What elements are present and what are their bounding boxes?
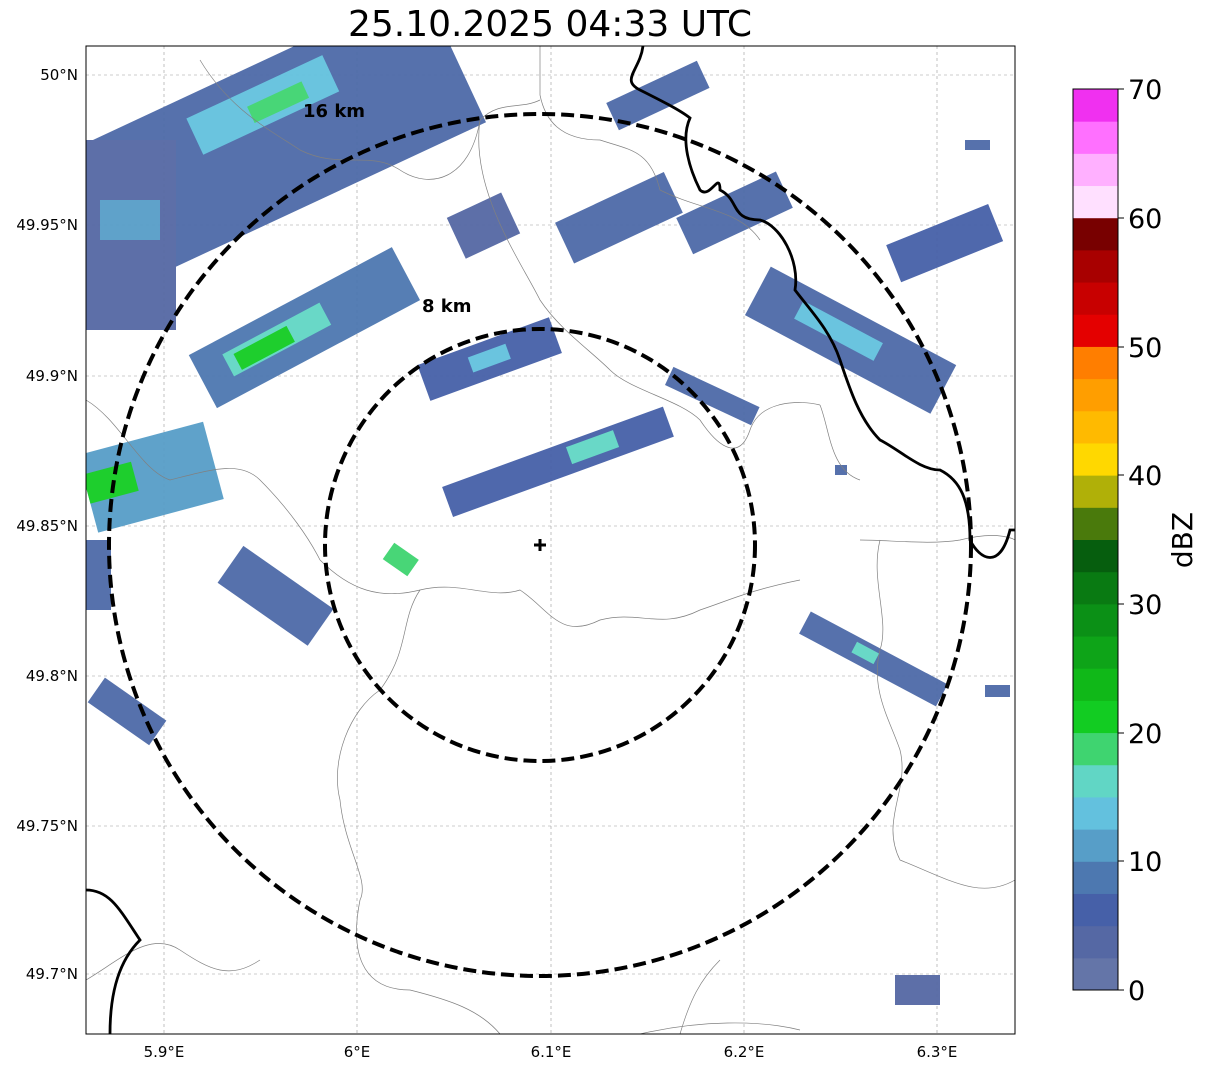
- colorbar-segment: [1073, 314, 1118, 347]
- x-tick-label: 6.2°E: [724, 1043, 765, 1061]
- colorbar-tick-label: 30: [1128, 590, 1162, 621]
- y-tick-label: 49.7°N: [26, 965, 78, 983]
- colorbar-segment: [1073, 442, 1118, 476]
- colorbar-label: dBZ: [1166, 512, 1199, 568]
- y-tick-label: 49.95°N: [16, 216, 78, 234]
- y-tick-label: 49.9°N: [26, 367, 78, 385]
- colorbar-segment: [1073, 893, 1118, 927]
- colorbar-segment: [1073, 796, 1118, 830]
- colorbar-tick-label: 40: [1128, 461, 1162, 492]
- colorbar-segment: [1073, 282, 1118, 315]
- colorbar-tick-label: 10: [1128, 847, 1162, 878]
- colorbar-segment: [1073, 636, 1118, 669]
- colorbar-tick-label: 70: [1128, 75, 1162, 106]
- municipal-boundaries: [86, 46, 1015, 1034]
- plot-area: 8 km 16 km: [85, 45, 1016, 1035]
- colorbar-segment: [1073, 925, 1118, 959]
- colorbar-segment: [1073, 732, 1118, 766]
- colorbar-segment: [1073, 829, 1118, 862]
- colorbar-segment: [1073, 700, 1118, 734]
- colorbar-segment: [1073, 346, 1118, 380]
- colorbar-segment: [1073, 89, 1118, 122]
- colorbar-segment: [1073, 507, 1118, 540]
- x-tick-label: 6.1°E: [531, 1043, 572, 1061]
- colorbar-segment: [1073, 668, 1118, 701]
- y-tick-label: 49.75°N: [16, 817, 78, 835]
- x-tick-label: 6°E: [344, 1043, 371, 1061]
- y-tick-label: 49.8°N: [26, 667, 78, 685]
- colorbar-segment: [1073, 410, 1118, 444]
- colorbar-segment: [1073, 249, 1118, 283]
- x-tick-label: 5.9°E: [144, 1043, 185, 1061]
- plot-frame: [85, 45, 1016, 1035]
- range-ring-8km-label: 8 km: [422, 296, 472, 317]
- colorbar-segment: [1073, 217, 1118, 251]
- radar-site-marker: [534, 539, 546, 551]
- x-tick-label: 6.3°E: [917, 1043, 958, 1061]
- colorbar-tick-label: 20: [1128, 719, 1162, 750]
- y-tick-label: 49.85°N: [16, 517, 78, 535]
- colorbar: 70 60 50 40 30 20 10 0 dBZ: [1072, 75, 1199, 1007]
- colorbar-tick-label: 0: [1128, 976, 1145, 1007]
- colorbar-segment: [1073, 957, 1118, 991]
- colorbar-tick-label: 50: [1128, 333, 1162, 364]
- colorbar-segment: [1073, 764, 1118, 798]
- colorbar-segment: [1073, 121, 1118, 154]
- colorbar-segment: [1073, 603, 1118, 637]
- national-borders: [86, 46, 1015, 1034]
- range-rings: [107, 112, 973, 978]
- colorbar-segment: [1073, 861, 1118, 894]
- colorbar-segment: [1073, 378, 1118, 412]
- colorbar-frame: [1072, 88, 1119, 991]
- colorbar-segment: [1073, 571, 1118, 605]
- colorbar-ticks: [1118, 88, 1124, 991]
- colorbar-segment: [1073, 539, 1118, 573]
- range-ring-16km-label: 16 km: [303, 101, 365, 122]
- colorbar-segments: [1073, 89, 1118, 991]
- y-axis: 50°N 49.95°N 49.9°N 49.85°N 49.8°N 49.75…: [16, 66, 78, 983]
- colorbar-tick-label: 60: [1128, 204, 1162, 235]
- range-ring-16km: [107, 112, 973, 978]
- x-axis: 5.9°E 6°E 6.1°E 6.2°E 6.3°E: [144, 1043, 958, 1061]
- colorbar-segment: [1073, 185, 1118, 219]
- map-title: 25.10.2025 04:33 UTC: [347, 4, 753, 45]
- y-tick-label: 50°N: [40, 66, 78, 84]
- colorbar-segment: [1073, 153, 1118, 187]
- colorbar-segment: [1073, 475, 1118, 508]
- range-ring-8km: [323, 327, 757, 763]
- reflectivity-echoes: [86, 46, 1010, 1005]
